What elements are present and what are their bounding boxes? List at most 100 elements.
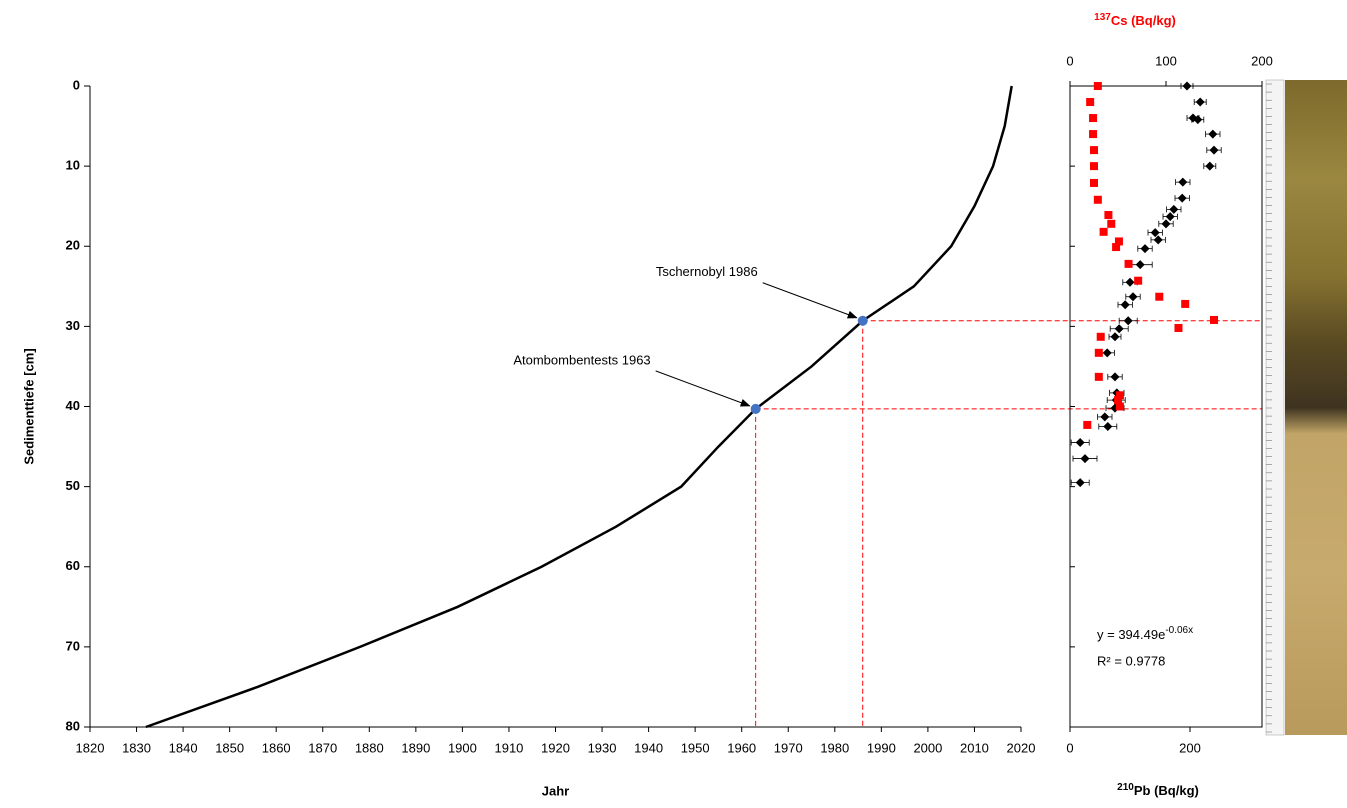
x-tick-label: 2020 xyxy=(1007,740,1036,755)
x-tick-label: 1970 xyxy=(774,740,803,755)
pb-point xyxy=(1103,348,1112,357)
annotation-label: Tschernobyl 1986 xyxy=(656,264,758,279)
x2-axis-title-sup: 137 xyxy=(1094,12,1111,23)
cs-point xyxy=(1086,98,1094,106)
cs-point xyxy=(1116,403,1124,411)
cs-point xyxy=(1094,82,1102,90)
x-tick-label: 2000 xyxy=(913,740,942,755)
r-squared: R² = 0.9778 xyxy=(1097,653,1165,668)
cs-point xyxy=(1125,260,1133,268)
x-tick-label: 1840 xyxy=(169,740,198,755)
pb-point xyxy=(1076,478,1085,487)
x-tick-label: 1880 xyxy=(355,740,384,755)
equation-exponent: -0.06x xyxy=(1165,625,1193,636)
cs-point xyxy=(1155,293,1163,301)
pb-point xyxy=(1166,212,1175,221)
pb-point xyxy=(1136,260,1145,269)
annotation-arrow xyxy=(763,283,857,318)
x2-tick-label: 0 xyxy=(1066,53,1073,68)
annotation-label: Atombombentests 1963 xyxy=(513,352,650,367)
cs-point xyxy=(1090,179,1098,187)
x-axis-title: Jahr xyxy=(542,783,569,798)
x-tick-label: 1870 xyxy=(308,740,337,755)
equation: y = 394.49e-0.06x xyxy=(1097,625,1193,643)
equation-text: y = 394.49e xyxy=(1097,627,1165,642)
x-tick-label: 1940 xyxy=(634,740,663,755)
ruler-ticks xyxy=(1266,84,1272,732)
x-tick-label: 1950 xyxy=(681,740,710,755)
x-tick-label: 2010 xyxy=(960,740,989,755)
x2-axis-title-text: Cs (Bq/kg) xyxy=(1111,13,1176,28)
annotation-point xyxy=(751,404,761,414)
cs-point xyxy=(1089,130,1097,138)
pb-point xyxy=(1178,194,1187,203)
x-tick-label: 1850 xyxy=(215,740,244,755)
chart: 0102030405060708018201830184018501860187… xyxy=(0,0,1347,808)
x-tick-label: 1900 xyxy=(448,740,477,755)
pb-point xyxy=(1115,324,1124,333)
x-tick-label: 1930 xyxy=(588,740,617,755)
pb-point xyxy=(1100,412,1109,421)
y-tick-label: 30 xyxy=(66,318,80,333)
pb-point xyxy=(1076,438,1085,447)
x2-axis-title: 137Cs (Bq/kg) xyxy=(1094,12,1176,29)
pb-point xyxy=(1169,205,1178,214)
cs-point xyxy=(1090,146,1098,154)
x-tick-label: 1910 xyxy=(494,740,523,755)
cs-point xyxy=(1095,349,1103,357)
x-tick-label: 200 xyxy=(1179,740,1201,755)
cs-point xyxy=(1104,211,1112,219)
x-axis-title: 210Pb (Bq/kg) xyxy=(1117,782,1199,799)
y-tick-label: 20 xyxy=(66,238,80,253)
y-tick-label: 0 xyxy=(73,77,80,92)
cs-point xyxy=(1107,220,1115,228)
pb-point xyxy=(1081,454,1090,463)
pb-point xyxy=(1208,130,1217,139)
cs-point xyxy=(1094,196,1102,204)
annotation-arrow xyxy=(656,371,750,406)
core-ruler xyxy=(1266,80,1284,735)
cs-point xyxy=(1090,162,1098,170)
x-tick-label: 1990 xyxy=(867,740,896,755)
x-tick-label: 1920 xyxy=(541,740,570,755)
pb-point xyxy=(1103,422,1112,431)
pb-point xyxy=(1129,292,1138,301)
x-tick-label: 1960 xyxy=(727,740,756,755)
age-depth-curve xyxy=(146,86,1012,727)
pb-point xyxy=(1124,316,1133,325)
y-tick-label: 80 xyxy=(66,718,80,733)
x2-tick-label: 100 xyxy=(1155,53,1177,68)
x-tick-label: 1890 xyxy=(401,740,430,755)
cs-point xyxy=(1083,421,1091,429)
cs-point xyxy=(1210,316,1218,324)
cs-point xyxy=(1181,300,1189,308)
pb-point xyxy=(1121,300,1130,309)
pb-point xyxy=(1205,162,1214,171)
y-tick-label: 40 xyxy=(66,398,80,413)
y-tick-label: 70 xyxy=(66,638,80,653)
pb-point xyxy=(1141,244,1150,253)
x-axis-title-text: Pb (Bq/kg) xyxy=(1134,783,1199,798)
cs-point xyxy=(1112,243,1120,251)
pb-point xyxy=(1126,278,1135,287)
cs-point xyxy=(1095,373,1103,381)
x2-tick-label: 200 xyxy=(1251,53,1273,68)
pb-point xyxy=(1111,332,1120,341)
y-tick-label: 50 xyxy=(66,478,80,493)
pb-point xyxy=(1183,82,1192,91)
x-tick-label: 0 xyxy=(1066,740,1073,755)
y-axis-title: Sedimenttiefe [cm] xyxy=(21,348,36,464)
pb-point xyxy=(1162,219,1171,228)
x-tick-label: 1830 xyxy=(122,740,151,755)
cs-point xyxy=(1089,114,1097,122)
x-tick-label: 1820 xyxy=(76,740,105,755)
y-tick-label: 60 xyxy=(66,558,80,573)
x-tick-label: 1980 xyxy=(820,740,849,755)
cs-point xyxy=(1134,277,1142,285)
cs-point xyxy=(1174,324,1182,332)
x-axis-title-sup: 210 xyxy=(1117,782,1134,793)
cs-point xyxy=(1100,228,1108,236)
pb-point xyxy=(1196,98,1205,107)
pb-point xyxy=(1210,146,1219,155)
annotation-point xyxy=(858,316,868,326)
